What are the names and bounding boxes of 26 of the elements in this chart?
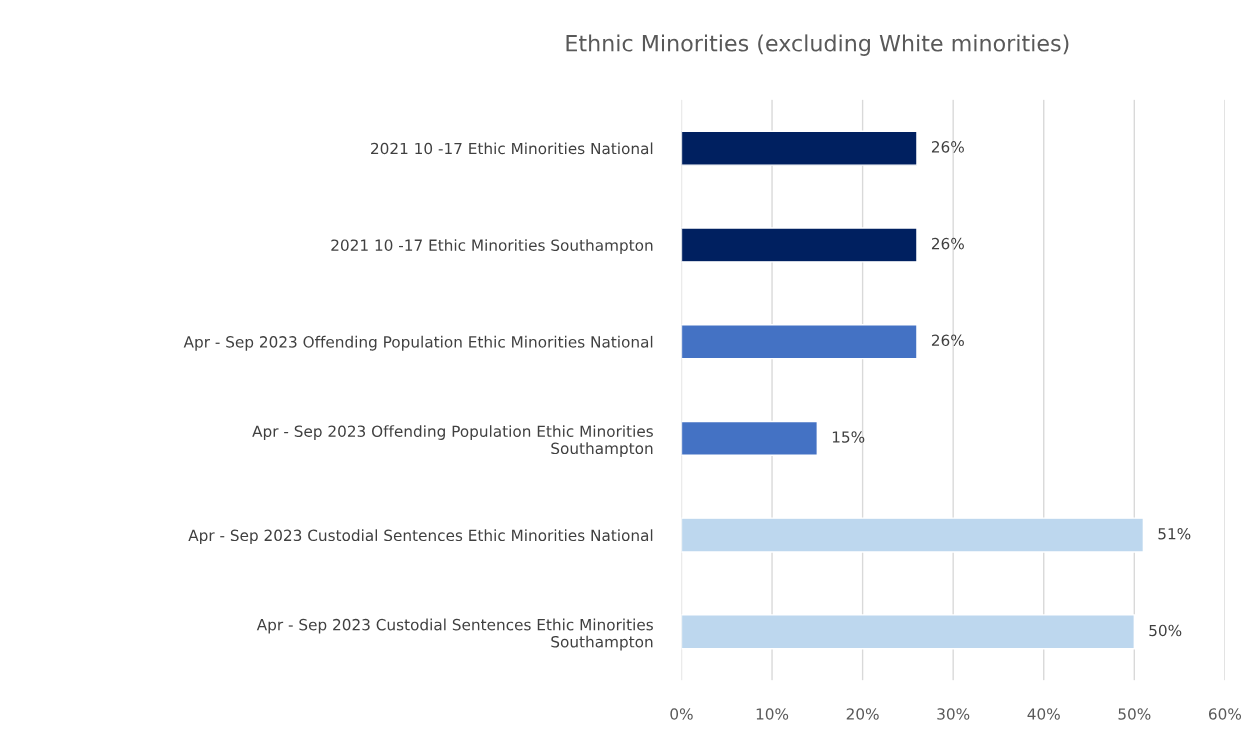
y-tick-label: Apr - Sep 2023 Offending Population Ethic Minorities Southampton — [252, 425, 653, 458]
data-label: 26% — [931, 237, 964, 250]
bar — [681, 130, 918, 166]
x-tick-label: 10% — [756, 708, 789, 720]
data-label: 26% — [931, 334, 964, 347]
y-tick-label: 2021 10 -17 Ethic Minorities Southampton — [331, 239, 653, 254]
data-label: 26% — [931, 141, 964, 153]
x-tick-label: 0% — [670, 708, 693, 720]
data-label: 51% — [1158, 527, 1191, 540]
y-tick-label: Apr - Sep 2023 Custodial Sentences Ethic Minorities Southampton — [256, 618, 653, 651]
chart-title: Ethnic Minorities (excluding White minorities) — [566, 34, 1069, 56]
x-tick-label: 40% — [1027, 708, 1060, 720]
x-tick-label: 30% — [937, 708, 970, 720]
data-label: 50% — [1149, 624, 1182, 637]
y-tick-label: 2021 10 -17 Ethic Minorities National — [371, 142, 653, 155]
y-tick-label: Apr - Sep 2023 Custodial Sentences Ethic Minorities National — [188, 529, 653, 545]
x-tick-label: 60% — [1208, 708, 1242, 720]
y-tick-label: Apr - Sep 2023 Offending Population Ethic Minorities National — [183, 335, 653, 351]
x-tick-label: 50% — [1118, 708, 1151, 720]
data-label: 15% — [832, 431, 865, 443]
bar — [681, 420, 819, 456]
bar — [681, 227, 918, 263]
bar — [681, 324, 918, 360]
bar — [681, 614, 1136, 650]
x-tick-label: 20% — [846, 708, 879, 720]
bar — [681, 517, 1145, 553]
